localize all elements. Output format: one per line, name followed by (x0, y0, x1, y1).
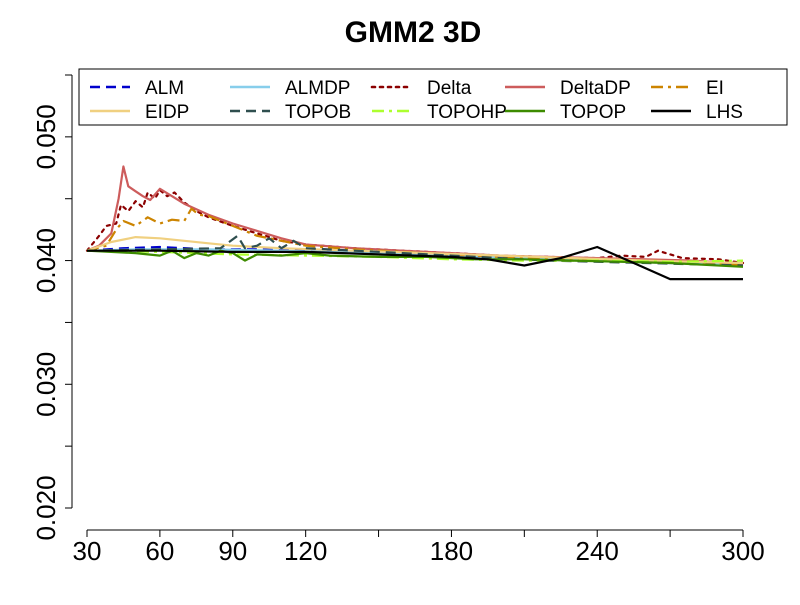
y-tick-label: 0.030 (31, 352, 61, 417)
legend-label-delta: Delta (427, 78, 472, 99)
series-layer (85, 165, 745, 281)
y-tick-label: 0.050 (31, 104, 61, 169)
legend-box (78, 68, 788, 126)
y-tick-label: 0.020 (31, 475, 61, 540)
legend-label-deltadp: DeltaDP (560, 78, 631, 99)
x-tick-label: 120 (284, 536, 327, 566)
series-line-ei (86, 207, 744, 267)
legend-label-lhs: LHS (706, 102, 743, 123)
x-tick-label: 60 (145, 536, 174, 566)
legend-label-topohp: TOPOHP (427, 102, 507, 123)
series-line-lhs (87, 245, 743, 281)
legend-label-eidp: EIDP (145, 102, 189, 123)
legend-label-ei: EI (706, 78, 724, 99)
y-tick-label: 0.040 (31, 228, 61, 293)
x-tick-label: 240 (576, 536, 619, 566)
series-line-alm (86, 245, 744, 267)
chart-title: GMM2 3D (345, 16, 482, 49)
legend-label-almdp: ALMDP (285, 78, 350, 99)
legend-label-topob: TOPOB (285, 102, 351, 123)
axes: 30 60 90 120 180 240 300 0.020 0.030 0.040 0.050 (31, 74, 765, 566)
legend-label-topop: TOPOP (560, 102, 626, 123)
legend: ALM ALMDP Delta DeltaDP EI EIDP TOPOB TOPOHP TOP… (78, 68, 788, 126)
x-tick-label: 180 (430, 536, 473, 566)
x-tick-label: 30 (73, 536, 102, 566)
x-tick-label: 90 (218, 536, 247, 566)
legend-label-alm: ALM (145, 78, 184, 99)
x-tick-label: 300 (721, 536, 764, 566)
